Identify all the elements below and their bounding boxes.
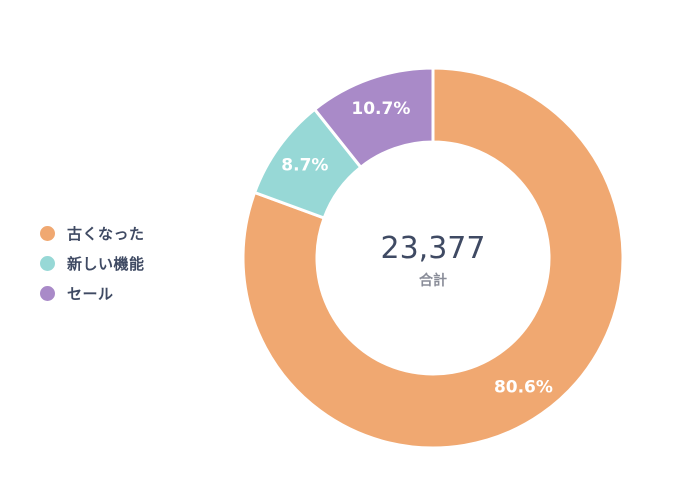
slice-label-new-features: 8.7% [281, 156, 328, 176]
legend-swatch-sale [40, 285, 55, 301]
slice-label-sale: 10.7% [351, 99, 410, 119]
center-total-caption: 合計 [419, 272, 447, 289]
legend-swatch-new-features [40, 255, 55, 271]
slice-sale[interactable] [313, 66, 435, 169]
legend: 古くなった 新しい機能 セール [40, 218, 145, 308]
legend-item-outdated[interactable]: 古くなった [40, 218, 145, 248]
legend-label-new-features: 新しい機能 [67, 254, 145, 273]
center-total-value: 23,377 [381, 231, 486, 266]
slices-group [241, 66, 625, 450]
legend-label-outdated: 古くなった [67, 224, 145, 243]
legend-swatch-outdated [40, 225, 55, 241]
legend-item-sale[interactable]: セール [40, 278, 145, 308]
slice-outdated[interactable] [241, 66, 625, 450]
legend-label-sale: セール [67, 284, 114, 303]
slice-labels-group: 80.6% 8.7% 10.7% [281, 99, 553, 398]
slice-label-outdated: 80.6% [494, 378, 553, 398]
legend-item-new-features[interactable]: 新しい機能 [40, 248, 145, 278]
